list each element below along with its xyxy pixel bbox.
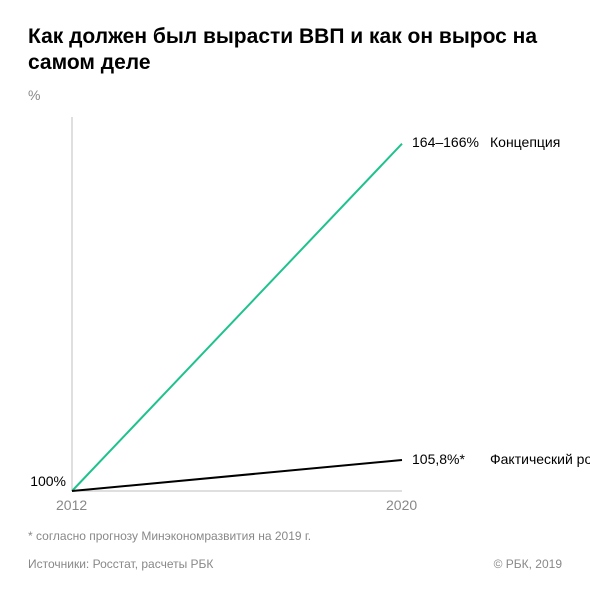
chart-title: Как должен был вырасти ВВП и как он выро… [28,24,562,77]
y-axis-unit: % [28,87,562,103]
series-name-actual: Фактический рост [490,451,590,467]
footer: Источники: Росстат, расчеты РБК © РБК, 2… [28,557,562,571]
chart-svg [28,109,562,519]
x-tick-2020: 2020 [386,497,417,513]
start-value-label: 100% [30,473,66,489]
x-tick-2012: 2012 [56,497,87,513]
chart-area: 100%164–166%Концепция105,8%*Фактический … [28,109,562,519]
source-label: Источники: Росстат, расчеты РБК [28,557,213,571]
end-value-actual: 105,8%* [412,451,465,467]
footnote: * согласно прогнозу Минэкономразвития на… [28,529,562,543]
copyright-label: © РБК, 2019 [494,557,562,571]
end-value-concept: 164–166% [412,134,479,150]
series-name-concept: Концепция [490,134,560,150]
